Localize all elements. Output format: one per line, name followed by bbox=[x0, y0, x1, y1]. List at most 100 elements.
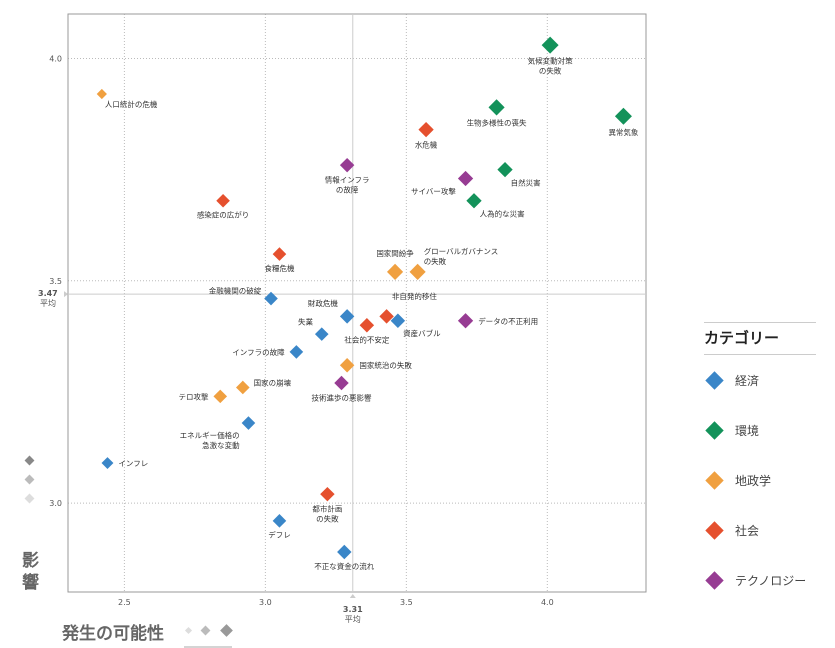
x-decor-diamond-icon bbox=[200, 625, 211, 636]
y-decor-diamond-icon bbox=[24, 493, 35, 504]
point-marker bbox=[216, 193, 230, 208]
legend-item-technology: テクノロジー bbox=[704, 555, 816, 605]
point-marker bbox=[390, 313, 406, 329]
point-marker bbox=[337, 544, 352, 560]
point-label-line: の失敗 bbox=[539, 66, 562, 76]
x-decor-diamond-icon bbox=[220, 624, 233, 637]
chart-axes: 2.5 3.0 3.5 4.0 3.0 3.5 4.0 bbox=[49, 13, 647, 607]
data-point: グローバルガバナンスの失敗 bbox=[409, 246, 499, 280]
point-marker bbox=[409, 263, 426, 280]
point-marker bbox=[264, 291, 278, 306]
point-label-line: 急激な変動 bbox=[202, 440, 240, 450]
point-marker bbox=[541, 36, 559, 54]
point-label: デフレ bbox=[268, 530, 291, 540]
legend-item-label: 環境 bbox=[735, 423, 760, 438]
point-label: 気候変動対策の失敗 bbox=[528, 56, 573, 76]
data-point: 人口統計の危機 bbox=[96, 88, 158, 109]
point-label-line: 水危機 bbox=[415, 139, 438, 149]
point-label: インフラの故障 bbox=[232, 347, 285, 357]
point-label: 食糧危機 bbox=[264, 263, 294, 273]
point-label-line: インフラの故障 bbox=[232, 347, 285, 357]
point-label: 非自発的移住 bbox=[392, 291, 437, 301]
point-marker bbox=[339, 309, 355, 324]
data-point: インフレ bbox=[101, 457, 148, 470]
legend-diamond-icon bbox=[705, 420, 724, 440]
point-label: 生物多様性の喪失 bbox=[467, 117, 527, 127]
point-marker bbox=[614, 107, 632, 125]
point-marker bbox=[466, 193, 482, 209]
data-point: テロ攻撃 bbox=[178, 389, 228, 404]
point-marker bbox=[457, 313, 474, 329]
point-label-line: 国家統治の失敗 bbox=[359, 360, 412, 370]
y-tick-label: 3.5 bbox=[49, 277, 62, 286]
point-label: 情報インフラの故障 bbox=[325, 174, 370, 194]
data-point: インフラの故障 bbox=[232, 345, 304, 359]
point-label: 資産バブル bbox=[403, 328, 441, 338]
point-label: 水危機 bbox=[415, 139, 438, 149]
data-point: デフレ bbox=[268, 514, 291, 540]
point-marker bbox=[320, 486, 335, 502]
data-point: 社会的不安定 bbox=[344, 318, 390, 344]
point-label: サイバー攻撃 bbox=[411, 186, 456, 196]
point-label-line: 社会的不安定 bbox=[344, 334, 389, 344]
point-marker bbox=[96, 88, 107, 100]
y-mean-value: 3.47 bbox=[38, 289, 58, 298]
point-marker bbox=[241, 416, 256, 430]
chart-grid bbox=[68, 14, 646, 592]
point-marker bbox=[236, 380, 250, 395]
y-axis-label-char-2: 響 bbox=[22, 572, 39, 593]
point-label-line: 非自発的移住 bbox=[392, 291, 437, 301]
point-label-line: 技術進歩の悪影響 bbox=[311, 392, 371, 402]
legend-diamond-icon bbox=[705, 370, 724, 390]
point-marker bbox=[379, 309, 394, 324]
data-point: 財政危機 bbox=[308, 298, 355, 324]
y-tick-label: 3.0 bbox=[49, 499, 62, 508]
point-label-line: 感染症の広がり bbox=[197, 210, 250, 220]
point-marker bbox=[339, 157, 355, 173]
point-label: 技術進歩の悪影響 bbox=[311, 392, 371, 402]
point-label: インフレ bbox=[118, 459, 148, 468]
data-point: 国家間紛争 bbox=[376, 248, 414, 280]
point-label-line: 資産バブル bbox=[403, 328, 441, 338]
point-label: テロ攻撃 bbox=[178, 391, 208, 401]
point-label-line: 人口統計の危機 bbox=[105, 99, 158, 109]
legend-item-society: 社会 bbox=[704, 505, 816, 555]
data-point: サイバー攻撃 bbox=[411, 170, 474, 196]
point-label-line: サイバー攻撃 bbox=[411, 186, 456, 196]
y-decor-diamond-icon bbox=[24, 455, 35, 466]
legend-item-label: テクノロジー bbox=[735, 573, 807, 588]
point-label-line: 国家間紛争 bbox=[376, 248, 414, 258]
x-tick-label: 4.0 bbox=[541, 598, 554, 607]
point-marker bbox=[272, 247, 287, 261]
point-label: 金融機関の破綻 bbox=[209, 286, 262, 296]
point-marker bbox=[418, 121, 434, 138]
y-decor-diamond-icon bbox=[24, 474, 35, 485]
x-mean-sublabel: 平均 bbox=[345, 614, 361, 624]
data-points: 気候変動対策の失敗異常気象生物多様性の喪失水危機自然災害サイバー攻撃人為的な災害… bbox=[96, 36, 639, 571]
x-axis-decor-icons bbox=[184, 624, 233, 648]
data-point: 食糧危機 bbox=[264, 247, 295, 273]
legend-item-environment: 環境 bbox=[704, 405, 816, 455]
point-label-line: 都市計画 bbox=[312, 503, 342, 513]
point-label: 異常気象 bbox=[608, 127, 638, 137]
legend-item-geopolitics: 地政学 bbox=[704, 455, 816, 505]
point-marker bbox=[334, 375, 349, 391]
point-label: エネルギー価格の急激な変動 bbox=[180, 430, 240, 450]
point-label: 財政危機 bbox=[308, 298, 338, 308]
data-point: データの不正利用 bbox=[457, 313, 538, 329]
plot-frame bbox=[67, 13, 647, 593]
legend-diamond-icon bbox=[705, 520, 724, 540]
data-point: 生物多様性の喪失 bbox=[467, 99, 527, 127]
y-axis-label-group: 影 響 bbox=[22, 455, 39, 593]
x-decor-diamond-icon bbox=[184, 626, 193, 635]
legend-item-label: 地政学 bbox=[735, 473, 772, 488]
legend-items: 経済 環境 地政学 社会 テクノロジー bbox=[704, 355, 816, 605]
point-label: 国家統治の失敗 bbox=[359, 360, 412, 370]
point-marker bbox=[289, 345, 304, 359]
x-mean-marker-icon bbox=[349, 594, 356, 598]
point-label: グローバルガバナンスの失敗 bbox=[424, 246, 499, 266]
point-label-line: デフレ bbox=[268, 530, 291, 540]
point-marker bbox=[101, 457, 114, 470]
